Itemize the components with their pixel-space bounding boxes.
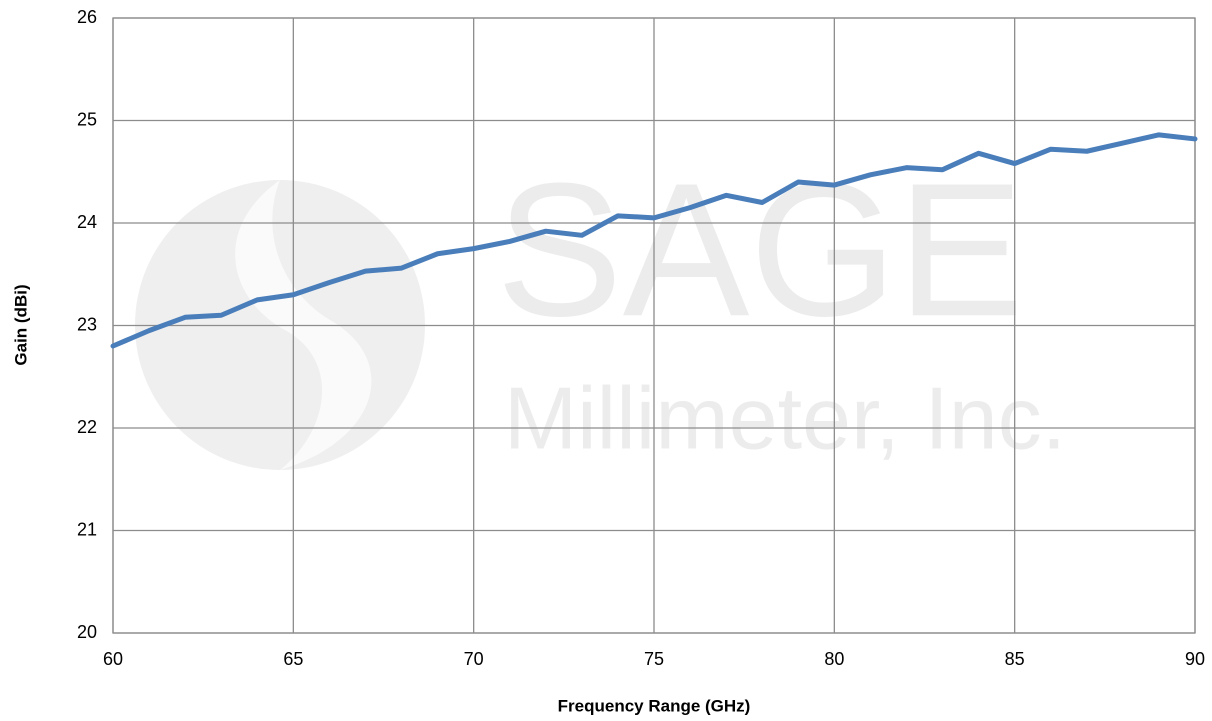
watermark-text: SAGE	[496, 144, 1024, 356]
x-tick-label: 70	[464, 649, 484, 669]
y-axis-title: Gain (dBi)	[11, 284, 30, 365]
x-tick-label: 60	[103, 649, 123, 669]
y-tick-label: 23	[77, 314, 97, 334]
x-tick-label: 85	[1005, 649, 1025, 669]
x-tick-label: 65	[283, 649, 303, 669]
y-tick-label: 21	[77, 519, 97, 539]
x-tick-label: 80	[824, 649, 844, 669]
y-tick-label: 26	[77, 7, 97, 27]
x-tick-label: 75	[644, 649, 664, 669]
x-axis-title: Frequency Range (GHz)	[558, 696, 751, 715]
x-tick-label: 90	[1185, 649, 1205, 669]
data-line	[110, 132, 1198, 349]
watermark-text: Millimeter, Inc.	[504, 368, 1066, 467]
y-tick-label: 22	[77, 417, 97, 437]
y-tick-label: 25	[77, 109, 97, 129]
y-tick-label: 24	[77, 212, 97, 232]
y-tick-label: 20	[77, 622, 97, 642]
plot-frame	[112, 17, 1196, 634]
